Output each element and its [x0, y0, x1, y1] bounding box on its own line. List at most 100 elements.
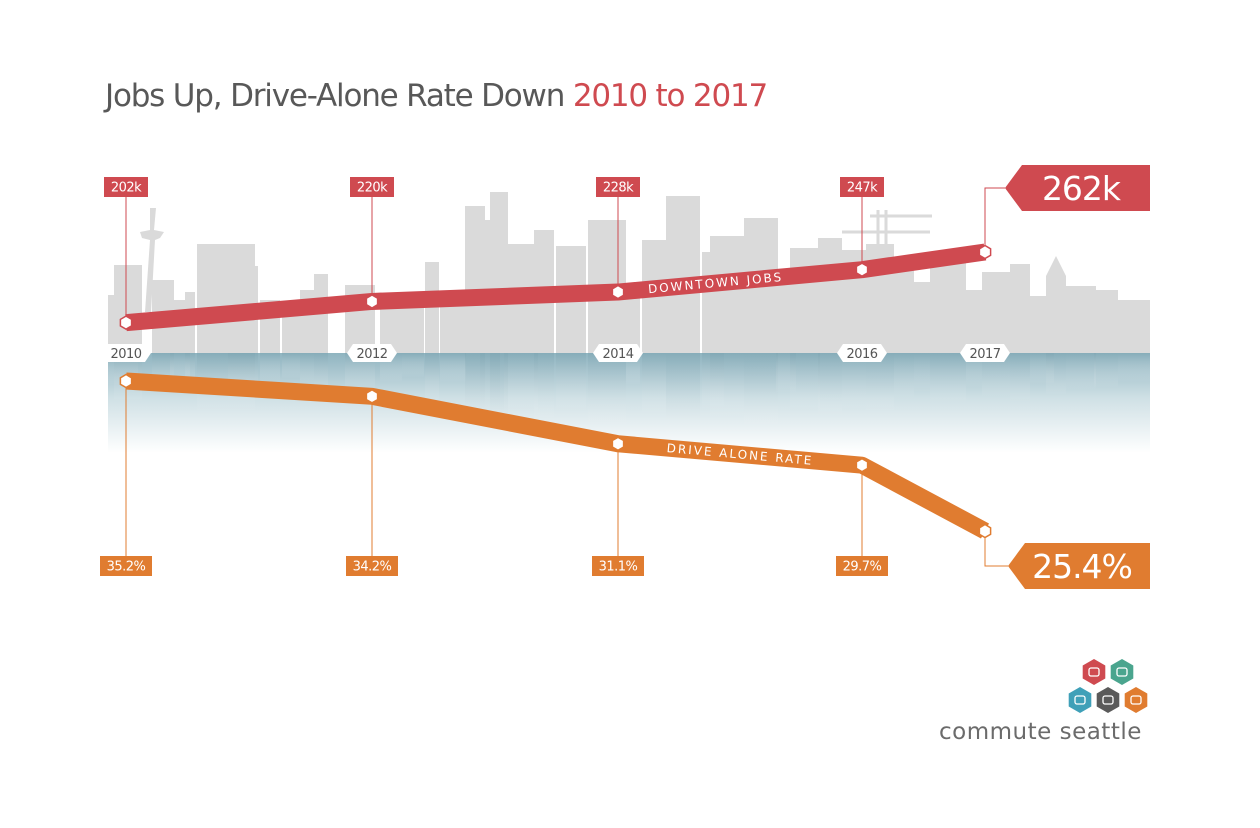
drive-value-label: 29.7% — [843, 560, 882, 575]
drive-alone-point — [855, 457, 869, 473]
skyline-reflection-shape — [1118, 353, 1150, 383]
skyline-reflection-shape — [744, 353, 778, 428]
spire — [1046, 256, 1066, 276]
skyline-reflection-shape — [1046, 353, 1066, 396]
title-main: Jobs Up, Drive-Alone Rate Down — [105, 78, 565, 114]
drive-value-label: 35.2% — [107, 560, 146, 575]
logo-glyph — [1088, 667, 1100, 677]
logo-glyph — [1116, 667, 1128, 677]
logo-glyph — [1102, 695, 1114, 705]
drive-leader-line — [984, 531, 1008, 567]
construction-crane — [842, 210, 932, 255]
city-skyline — [108, 192, 1150, 353]
skyline-reflection-shape — [1010, 353, 1030, 402]
drive-value-label-box — [836, 556, 888, 576]
drive-value-label: 34.2% — [353, 560, 392, 575]
drive-value-label: 31.1% — [599, 560, 638, 575]
jobs-value-label: 202k — [111, 181, 142, 196]
jobs-value-label: 220k — [357, 181, 388, 196]
skyline-building — [982, 272, 1010, 353]
skyline-reflection-shape — [185, 353, 195, 387]
skyline-building — [1046, 276, 1066, 353]
x-tick-label: 2017 — [969, 347, 1000, 362]
skyline-building — [966, 290, 982, 353]
skyline-reflection-shape — [666, 353, 700, 440]
skyline-reflection-shape — [534, 353, 554, 421]
skyline-building — [1066, 286, 1096, 353]
bike-icon — [1124, 687, 1148, 713]
skyline-building — [930, 262, 966, 353]
year-tick-pill — [960, 344, 1010, 362]
drive-value-label-box — [346, 556, 398, 576]
skyline-reflection-shape — [818, 353, 842, 417]
chart-title: Jobs Up, Drive-Alone Rate Down 2010 to 2… — [105, 78, 768, 114]
year-tick-pill — [593, 344, 643, 362]
drive-alone-point — [119, 373, 133, 389]
logo-glyph — [1130, 695, 1142, 705]
year-tick-pill — [101, 344, 151, 362]
skyline-building — [914, 282, 930, 353]
jobs-value-label-box — [104, 177, 148, 197]
skyline-building — [380, 300, 402, 353]
jobs-point — [119, 315, 133, 330]
skyline-reflection-shape — [930, 353, 966, 404]
walk-icon — [1110, 659, 1134, 685]
x-tick-label: 2012 — [356, 347, 387, 362]
skyline-building — [440, 300, 466, 353]
drive-value-label-box — [100, 556, 152, 576]
brand-name: commute seattle — [939, 719, 1142, 745]
jobs-point — [978, 244, 992, 260]
brand-logo — [1060, 658, 1155, 720]
jobs-value-label: 247k — [847, 181, 878, 196]
skyline-reflection-shape — [402, 353, 424, 378]
skyline-reflection-shape — [866, 353, 894, 413]
skyline-building — [710, 236, 744, 353]
jobs-final-value: 262k — [1042, 169, 1122, 208]
drive-alone-point — [365, 388, 379, 404]
skyline-reflection-shape — [642, 353, 666, 416]
skyline-building — [1010, 264, 1030, 353]
skyline-reflection-shape — [588, 353, 626, 427]
skyline-reflection-shape — [300, 353, 314, 388]
skyline-building — [282, 306, 300, 353]
skyline-building — [490, 192, 508, 353]
jobs-leader-line — [984, 187, 1005, 252]
drive-alone-point — [611, 436, 625, 452]
skyline-building — [1118, 300, 1150, 353]
skyline-reflection-shape — [260, 353, 280, 383]
jobs-value-label-box — [840, 177, 884, 197]
skyline-reflection-shape — [914, 353, 930, 393]
skyline-building — [818, 238, 842, 353]
skyline-reflection-shape — [440, 353, 466, 383]
skyline-building — [666, 196, 700, 353]
x-tick-label: 2016 — [846, 347, 877, 362]
jobs-value-label: 228k — [603, 181, 634, 196]
skyline-building — [1094, 290, 1118, 353]
drive-value-label-box — [592, 556, 644, 576]
space-needle — [140, 208, 164, 312]
year-tick-pill — [837, 344, 887, 362]
drive-alone-point — [978, 523, 992, 539]
skyline-reflection-shape — [790, 353, 820, 411]
title-accent: 2010 to 2017 — [572, 78, 768, 114]
skyline-building — [790, 248, 820, 353]
jobs-point — [611, 284, 625, 300]
logo-hexagons — [1068, 659, 1148, 713]
skyline-building — [402, 308, 424, 353]
bus-icon — [1082, 659, 1106, 685]
drive-final-value: 25.4% — [1032, 547, 1132, 586]
jobs-value-label-box — [596, 177, 640, 197]
skyline-reflection-shape — [282, 353, 300, 379]
skyline-building — [894, 270, 914, 353]
jobs-value-label-box — [350, 177, 394, 197]
jobs-point — [365, 294, 379, 309]
x-tick-label: 2014 — [602, 347, 633, 362]
streetcar-icon — [1068, 687, 1092, 713]
skyline-reflection-shape — [894, 353, 914, 399]
skyline-reflection-shape — [425, 353, 439, 404]
skyline-reflection-shape — [1094, 353, 1118, 388]
skyline-building — [114, 265, 142, 353]
skyline-reflection-shape — [504, 353, 538, 413]
drive-final-callout — [1008, 543, 1150, 589]
